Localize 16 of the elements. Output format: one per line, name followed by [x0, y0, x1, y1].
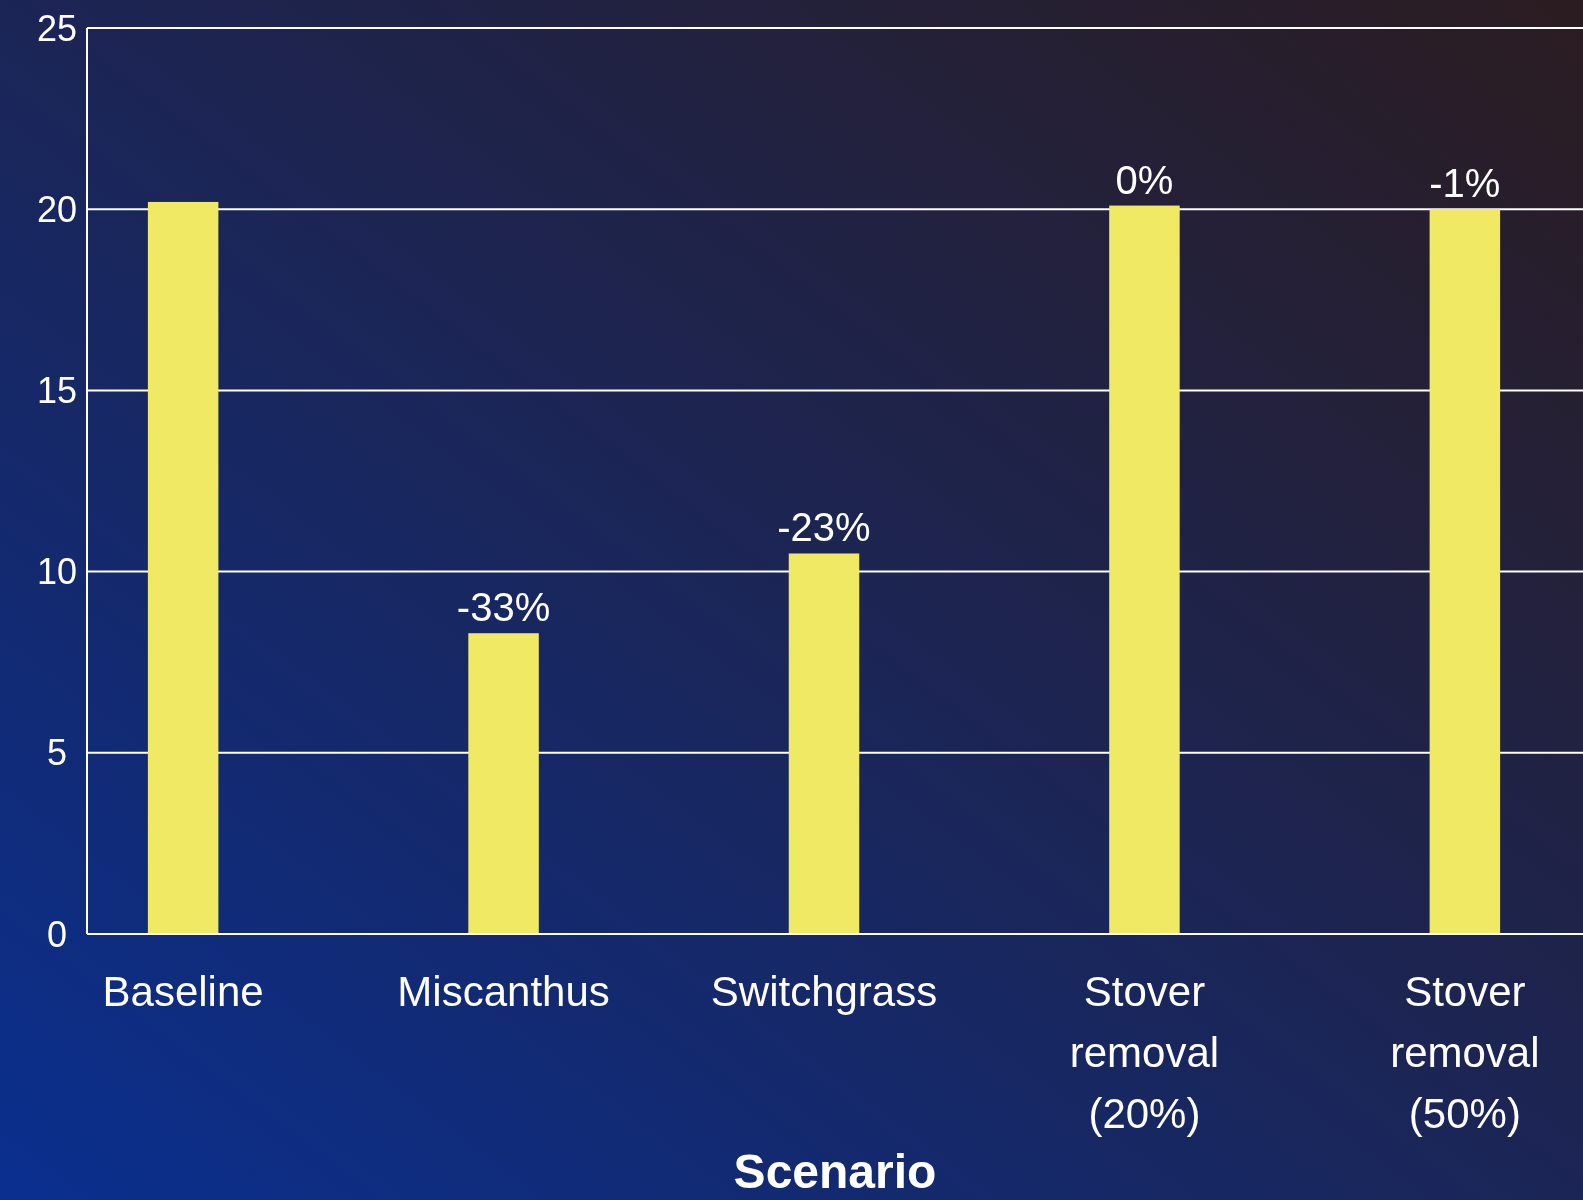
x-tick-label: Stover removal (50%) [1390, 968, 1540, 1137]
annotation: 0% [1115, 157, 1174, 202]
x-tick-label: Stover removal (20%) [1069, 968, 1220, 1137]
y-tick-label: 0 [46, 913, 68, 955]
y-tick-label: 10 [36, 551, 78, 593]
y-tick-label: 15 [36, 370, 78, 411]
y-tick-label: 5 [46, 732, 68, 774]
annotation: -23% [777, 505, 871, 550]
y-tick-label: 25 [36, 7, 78, 49]
annotation: -33% [456, 585, 551, 630]
x-tick-label: Baseline [102, 968, 264, 1015]
x-tick-label: Miscanthus [397, 968, 610, 1015]
x-axis-title: Scenario [733, 1145, 937, 1198]
x-tick-label: Switchgrass [710, 968, 938, 1015]
y-tick-label: 20 [36, 188, 78, 230]
annotation: -1% [1429, 161, 1501, 206]
